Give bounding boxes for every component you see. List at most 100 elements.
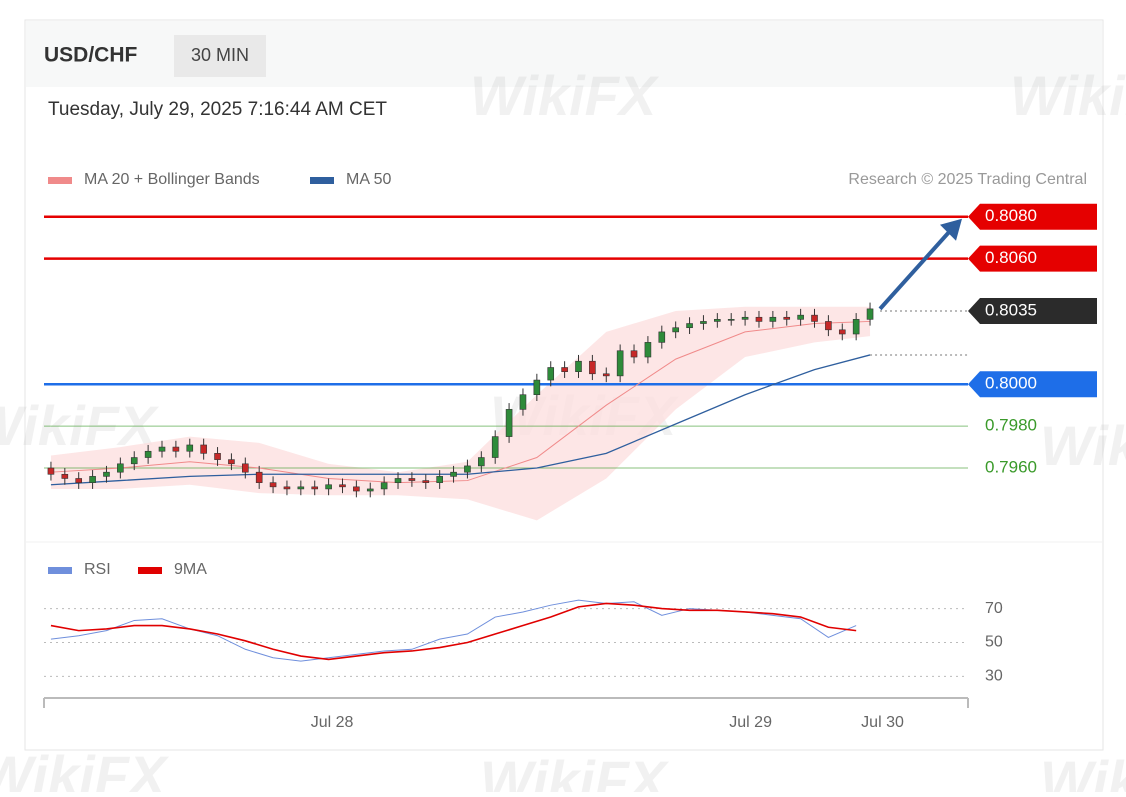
candle-body bbox=[783, 316, 791, 320]
x-tick-label: Jul 29 bbox=[729, 714, 772, 731]
candle-body bbox=[658, 331, 666, 343]
candle-body bbox=[214, 453, 221, 460]
candle-body bbox=[700, 321, 707, 324]
watermark: WikiFX bbox=[1010, 64, 1126, 127]
candle-body bbox=[589, 360, 596, 375]
candle-body bbox=[866, 308, 874, 320]
watermark: WikiFX bbox=[1040, 414, 1126, 477]
target-arrow-head bbox=[940, 218, 962, 241]
y-tick-label: 70 bbox=[985, 600, 1003, 617]
candle-body bbox=[811, 314, 818, 322]
watermark: WikiFX bbox=[470, 64, 660, 127]
credit: Research © 2025 Trading Central bbox=[848, 171, 1087, 188]
level-tag bbox=[968, 245, 1097, 272]
interval-box bbox=[174, 35, 266, 77]
candle-body bbox=[547, 367, 555, 381]
candle-body bbox=[325, 484, 332, 490]
candle-body bbox=[505, 409, 513, 437]
candle-body bbox=[380, 482, 388, 490]
target-arrow bbox=[878, 227, 954, 311]
candle-body bbox=[797, 314, 804, 320]
candle-body bbox=[644, 342, 652, 358]
candle-body bbox=[672, 327, 679, 333]
level-tag bbox=[968, 297, 1097, 324]
candle-body bbox=[311, 486, 319, 490]
level-label: 0.8035 bbox=[985, 300, 1037, 319]
candle-body bbox=[686, 323, 693, 329]
candle-body bbox=[353, 486, 360, 492]
legend-label: 9MA bbox=[174, 561, 207, 578]
candle-body bbox=[575, 360, 582, 372]
candle-body bbox=[436, 476, 443, 483]
candle-body bbox=[172, 446, 180, 452]
candle-body bbox=[727, 319, 735, 321]
ma20-line bbox=[50, 320, 871, 484]
candle-body bbox=[297, 486, 305, 490]
candle-body bbox=[255, 471, 263, 483]
candle-body bbox=[61, 473, 69, 479]
candle-body bbox=[103, 471, 110, 477]
watermark: WikiFX bbox=[480, 749, 670, 792]
candle-body bbox=[47, 467, 55, 475]
candle-body bbox=[561, 367, 568, 372]
legend-swatch bbox=[310, 177, 334, 184]
candle-body bbox=[602, 373, 610, 377]
candle-body bbox=[269, 482, 277, 488]
candle-body bbox=[186, 444, 194, 452]
legend-label: RSI bbox=[84, 561, 111, 578]
candle-body bbox=[366, 488, 374, 492]
candle-body bbox=[75, 478, 83, 483]
candle-body bbox=[422, 480, 430, 483]
candle-body bbox=[158, 446, 166, 452]
candle-body bbox=[741, 316, 749, 320]
y-tick-label: 50 bbox=[985, 634, 1003, 651]
candle-body bbox=[630, 350, 638, 358]
rsi-ma-line bbox=[50, 602, 857, 661]
symbol: USD/CHF bbox=[44, 44, 138, 67]
level-label: 0.8060 bbox=[985, 248, 1037, 267]
y-tick-label: 30 bbox=[985, 668, 1003, 685]
candle-body bbox=[616, 350, 624, 377]
candle-body bbox=[478, 457, 485, 467]
candle-body bbox=[117, 463, 124, 473]
candle-body bbox=[464, 465, 471, 473]
candle-body bbox=[130, 457, 138, 465]
x-tick-label: Jul 30 bbox=[861, 714, 904, 731]
level-label: 0.7960 bbox=[985, 457, 1037, 476]
candle-body bbox=[825, 321, 832, 331]
watermark: WikiFX bbox=[1040, 749, 1126, 792]
legend-swatch bbox=[48, 567, 72, 574]
candle-body bbox=[200, 444, 207, 454]
x-tick-label: Jul 28 bbox=[311, 714, 354, 731]
level-label: 0.8080 bbox=[985, 206, 1037, 225]
candle-body bbox=[852, 319, 860, 335]
bollinger-band bbox=[50, 306, 871, 521]
candle-body bbox=[283, 486, 291, 490]
candle-body bbox=[339, 484, 346, 488]
watermark: WikiFX bbox=[0, 744, 170, 792]
candle-body bbox=[838, 329, 846, 335]
level-label: 0.8000 bbox=[985, 374, 1037, 393]
candle-body bbox=[491, 436, 499, 458]
candle-body bbox=[769, 316, 777, 322]
candle-body bbox=[408, 478, 416, 481]
candle-body bbox=[228, 459, 235, 465]
candle-body bbox=[144, 450, 152, 458]
level-tag bbox=[968, 203, 1097, 230]
legend-label: MA 20 + Bollinger Bands bbox=[84, 171, 260, 188]
candle-body bbox=[394, 478, 402, 483]
candle-body bbox=[89, 476, 96, 483]
candle-body bbox=[242, 463, 249, 473]
candle-body bbox=[519, 394, 527, 410]
candle-body bbox=[533, 379, 541, 396]
candle-body bbox=[450, 471, 457, 477]
level-tag bbox=[968, 371, 1097, 398]
timestamp: Tuesday, July 29, 2025 7:16:44 AM CET bbox=[48, 99, 387, 120]
interval: 30 MIN bbox=[191, 45, 249, 65]
candle-body bbox=[714, 319, 721, 322]
level-label: 0.7980 bbox=[985, 416, 1037, 435]
legend-swatch bbox=[48, 177, 72, 184]
candle-body bbox=[755, 316, 763, 322]
